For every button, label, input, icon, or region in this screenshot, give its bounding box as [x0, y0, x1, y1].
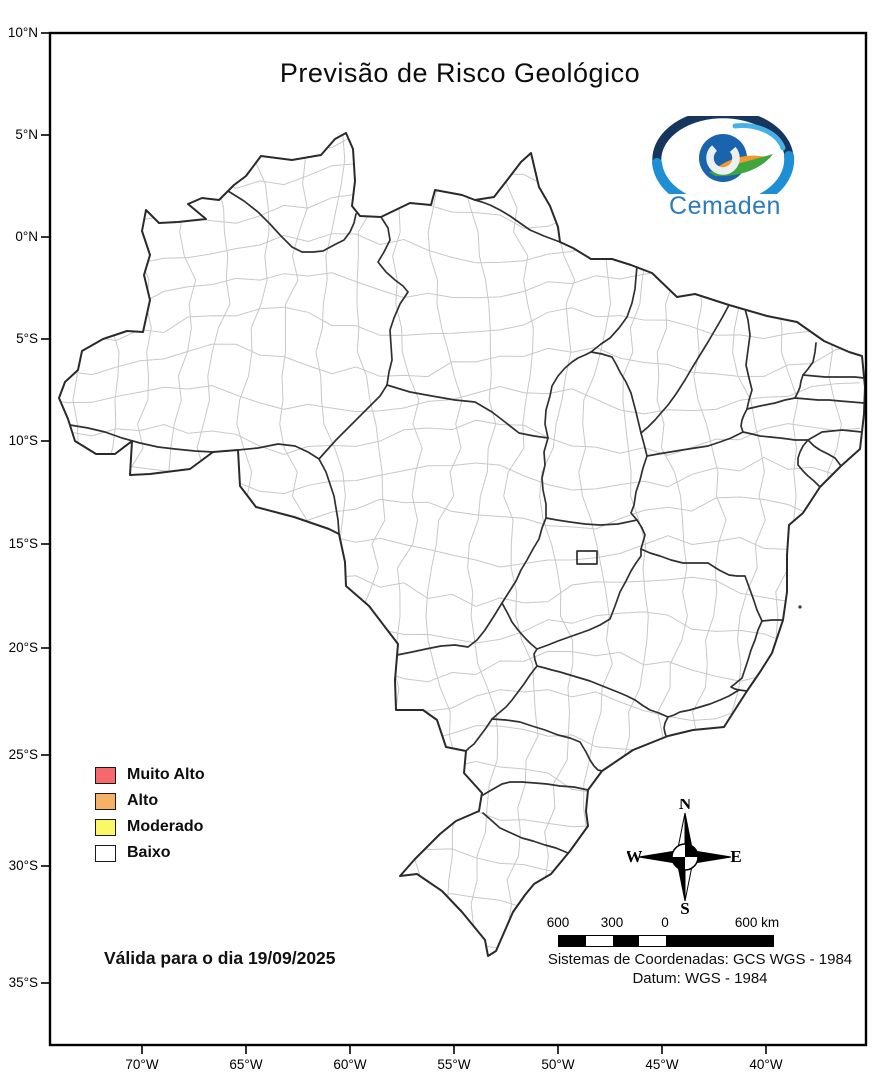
- latitude-label: 0°N: [15, 229, 38, 244]
- cemaden-logo-text: Cemaden: [669, 192, 781, 220]
- longitude-label: 50°W: [541, 1057, 575, 1072]
- longitude-label: 60°W: [333, 1057, 367, 1072]
- legend-swatch-icon: [95, 844, 116, 862]
- latitude-label: 25°S: [8, 747, 38, 762]
- longitude-label: 40°W: [749, 1057, 783, 1072]
- map-frame: [48, 31, 868, 1047]
- latitude-label: 30°S: [8, 858, 38, 873]
- scale-label-600km: 600 km: [734, 915, 780, 930]
- axis-ticks: [41, 32, 767, 1054]
- legend-row: Baixo: [95, 840, 205, 866]
- compass-w-label: W: [627, 847, 643, 866]
- legend-swatch-icon: [95, 792, 116, 810]
- scale-label-0: 0: [661, 915, 669, 930]
- latitude-label: 35°S: [8, 975, 38, 990]
- brazil-landmass: [59, 133, 865, 956]
- longitude-label: 55°W: [437, 1057, 471, 1072]
- legend-swatch-icon: [95, 818, 116, 836]
- country-outline: [58, 132, 866, 957]
- longitude-label: 65°W: [229, 1057, 263, 1072]
- cemaden-eye-icon: [652, 109, 795, 213]
- df-square: [576, 550, 598, 565]
- latitude-label: 5°S: [16, 331, 38, 346]
- legend-label: Baixo: [127, 844, 171, 861]
- scale-label-600-left: 600: [546, 915, 570, 930]
- scale-bar: [558, 935, 774, 947]
- latitude-label: 20°S: [8, 640, 38, 655]
- cemaden-logo: Cemaden: [645, 109, 805, 228]
- coordinate-system-text: Sistemas de Coordenadas: GCS WGS - 1984: [547, 951, 853, 968]
- compass-e-label: E: [730, 847, 741, 866]
- compass-rose-icon: N S W E: [627, 799, 742, 917]
- island-dot: [798, 605, 802, 609]
- legend-label: Alto: [127, 792, 159, 809]
- legend-row: Moderado: [95, 814, 205, 840]
- valid-date-text: Válida para o dia 19/09/2025: [104, 948, 336, 968]
- scale-label-300: 300: [600, 915, 624, 930]
- longitude-label: 70°W: [125, 1057, 159, 1072]
- legend-row: Muito Alto: [95, 762, 205, 788]
- risk-legend: Muito Alto Alto Moderado Baixo: [95, 762, 205, 866]
- latitude-label: 15°S: [8, 536, 38, 551]
- latitude-label: 5°N: [15, 127, 38, 142]
- datum-text: Datum: WGS - 1984: [632, 970, 768, 987]
- longitude-label: 45°W: [645, 1057, 679, 1072]
- state-borders: [69, 190, 865, 854]
- latitude-label: 10°N: [7, 25, 38, 40]
- legend-swatch-icon: [95, 766, 116, 784]
- legend-row: Alto: [95, 788, 205, 814]
- legend-label: Muito Alto: [127, 766, 205, 783]
- latitude-label: 10°S: [8, 433, 38, 448]
- page-title: Previsão de Risco Geológico: [279, 58, 641, 88]
- compass-s-label: S: [680, 899, 689, 917]
- compass-n-label: N: [679, 799, 692, 813]
- legend-label: Moderado: [127, 818, 204, 835]
